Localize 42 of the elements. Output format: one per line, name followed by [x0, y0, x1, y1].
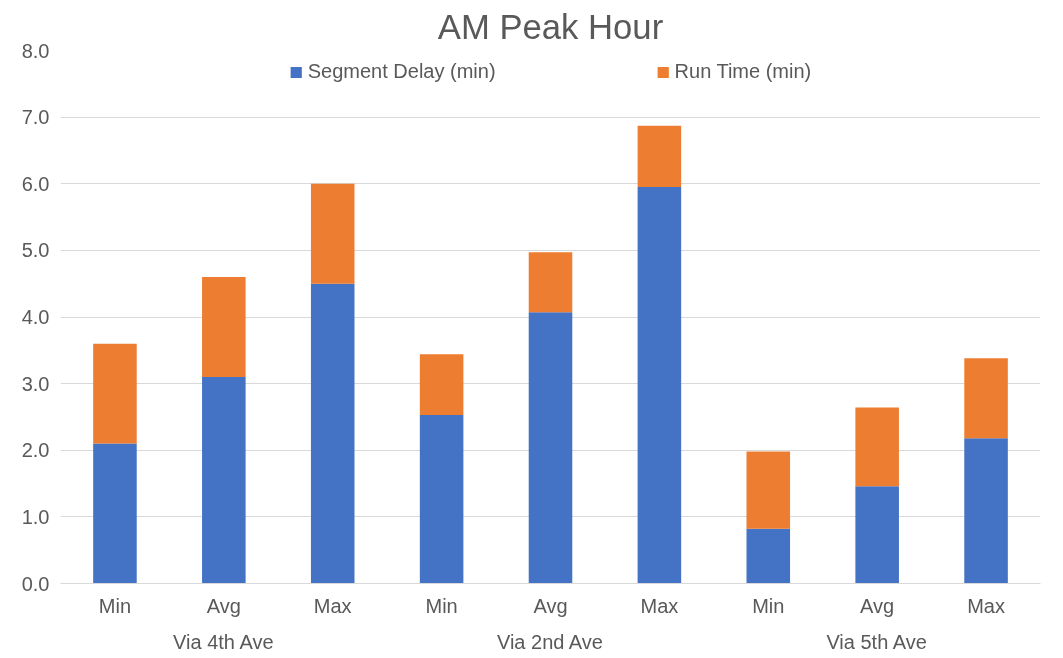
bar	[310, 183, 355, 284]
y-tick-label: 1.0	[21, 505, 50, 528]
bar	[746, 528, 791, 584]
x-tick-label: Min	[98, 594, 132, 617]
x-tick-label: Max	[313, 594, 352, 617]
bar	[93, 443, 137, 584]
bar	[93, 343, 137, 444]
y-tick-label: 3.0	[21, 372, 50, 395]
x-tick-label: Max	[640, 594, 679, 617]
bar	[202, 277, 246, 377]
y-tick-label: 7.0	[21, 106, 50, 129]
legend-label: Run Time (min)	[674, 60, 812, 83]
x-tick-label: Avg	[206, 594, 241, 617]
y-tick-label: 8.0	[21, 39, 50, 62]
bar	[637, 187, 682, 584]
legend-label: Segment Delay (min)	[307, 60, 496, 83]
chart-title: AM Peak Hour	[437, 7, 664, 46]
bar	[202, 376, 246, 584]
bar	[419, 414, 464, 584]
bar	[964, 358, 1008, 439]
y-tick-label: 6.0	[21, 172, 50, 195]
y-tick-label: 2.0	[21, 439, 50, 462]
y-tick-label: 4.0	[21, 306, 50, 328]
x-tick-label: Max	[967, 594, 1005, 617]
text: Via 5th Ave	[826, 630, 927, 653]
bar	[746, 451, 791, 529]
bar	[419, 354, 464, 415]
x-tick-label: Min	[425, 594, 458, 617]
text: Via 4th Ave	[173, 630, 274, 653]
x-tick-label: Min	[752, 594, 785, 617]
bar	[310, 283, 355, 584]
y-tick-label: 0.0	[21, 572, 50, 595]
bar	[855, 486, 899, 584]
x-tick-label: Avg	[860, 594, 895, 617]
bar	[855, 407, 899, 487]
y-tick-label: 5.0	[21, 239, 50, 262]
bar	[528, 252, 573, 313]
bar	[528, 312, 573, 584]
bar	[964, 438, 1008, 584]
x-tick-label: Avg	[533, 594, 568, 617]
bar	[637, 125, 682, 188]
text: Via 2nd Ave	[496, 630, 603, 653]
